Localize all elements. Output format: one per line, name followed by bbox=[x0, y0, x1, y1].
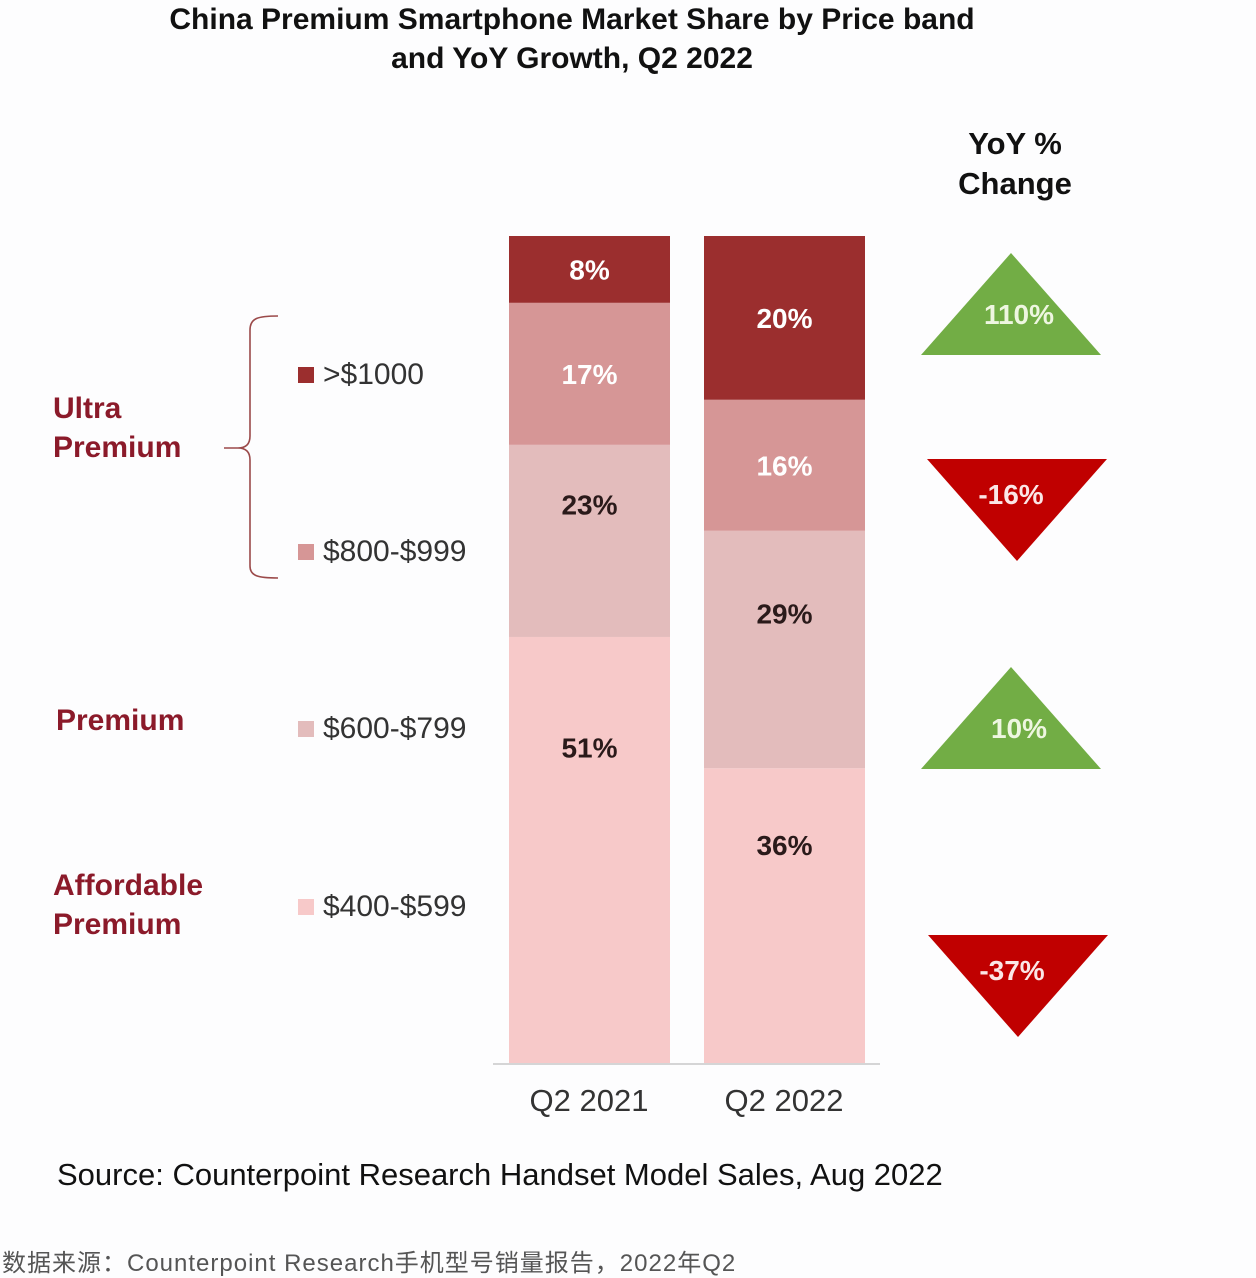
bar-data-label: 20% bbox=[756, 303, 812, 334]
yoy-data-label: 110% bbox=[984, 299, 1054, 330]
bar-segment bbox=[704, 236, 865, 400]
triangle-down-icon bbox=[928, 935, 1108, 1037]
chart-title-line-1: China Premium Smartphone Market Share by… bbox=[169, 3, 975, 36]
x-tick-label-q2-2021: Q2 2021 bbox=[529, 1083, 649, 1118]
legend-item-400-599: $400-$599 bbox=[298, 890, 466, 924]
legend-item-600-799: $600-$799 bbox=[298, 712, 466, 746]
yoy-data-label: -16% bbox=[978, 479, 1043, 510]
legend-swatch bbox=[298, 544, 314, 560]
bar-segment bbox=[509, 236, 670, 303]
source-note: Source: Counterpoint Research Handset Mo… bbox=[57, 1157, 943, 1192]
yoy-triangles-group: 110% -16% 10% -37% bbox=[921, 253, 1108, 1037]
chart-title-line-2: and YoY Growth, Q2 2022 bbox=[391, 42, 753, 75]
legend-swatch bbox=[298, 367, 314, 383]
legend-item-800-999: $800-$999 bbox=[298, 535, 466, 569]
yoy-data-label: 10% bbox=[991, 713, 1047, 744]
legend-label: >$1000 bbox=[323, 358, 424, 391]
triangle-up-icon bbox=[921, 667, 1101, 769]
legend-label: $400-$599 bbox=[323, 890, 467, 923]
bar-segment bbox=[704, 768, 865, 1063]
yoy-title-line-2: Change bbox=[958, 166, 1072, 201]
source-note-chinese: 数据来源：Counterpoint Research手机型号销量报告，2022年… bbox=[2, 1250, 737, 1277]
bar-data-label: 8% bbox=[569, 254, 610, 285]
yoy-data-label: -37% bbox=[979, 955, 1044, 986]
bar-data-label: 29% bbox=[756, 599, 812, 630]
x-tick-label-q2-2022: Q2 2022 bbox=[724, 1083, 844, 1118]
bar-data-label: 23% bbox=[561, 490, 617, 521]
bar-segment bbox=[509, 444, 670, 637]
legend-label: $800-$999 bbox=[323, 535, 467, 568]
bars-group: 51% 23% 17% 8% 36% 29% 16% 20% bbox=[509, 236, 865, 1063]
group-label-premium: Premium bbox=[56, 701, 184, 740]
bar-segment bbox=[509, 636, 670, 1063]
bar-segment bbox=[509, 302, 670, 445]
bar-data-label: 16% bbox=[756, 450, 812, 481]
bar-data-label: 51% bbox=[561, 733, 617, 764]
group-label-line: Affordable bbox=[53, 869, 203, 902]
chart-title: China Premium Smartphone Market Share by… bbox=[0, 0, 1144, 78]
group-label-ultra-premium: Ultra Premium bbox=[53, 389, 181, 467]
bar-data-label: 17% bbox=[561, 359, 617, 390]
yoy-title-line-1: YoY % bbox=[968, 126, 1062, 161]
legend-item-over-1000: >$1000 bbox=[298, 358, 424, 392]
triangle-down-icon bbox=[927, 459, 1107, 561]
legend-swatch bbox=[298, 899, 314, 915]
bar-segment bbox=[704, 399, 865, 531]
bar-data-label: 36% bbox=[756, 830, 812, 861]
triangle-up-icon bbox=[921, 253, 1101, 355]
yoy-title: YoY % Change bbox=[935, 124, 1095, 204]
group-label-affordable-premium: Affordable Premium bbox=[53, 866, 203, 944]
group-label-line: Ultra bbox=[53, 392, 122, 425]
bar-segment bbox=[704, 530, 865, 769]
group-label-line: Premium bbox=[53, 431, 182, 464]
group-label-line: Premium bbox=[53, 908, 182, 941]
group-label-line: Premium bbox=[56, 704, 185, 737]
group-brace bbox=[224, 315, 279, 579]
legend-label: $600-$799 bbox=[323, 712, 467, 745]
legend-swatch bbox=[298, 721, 314, 737]
